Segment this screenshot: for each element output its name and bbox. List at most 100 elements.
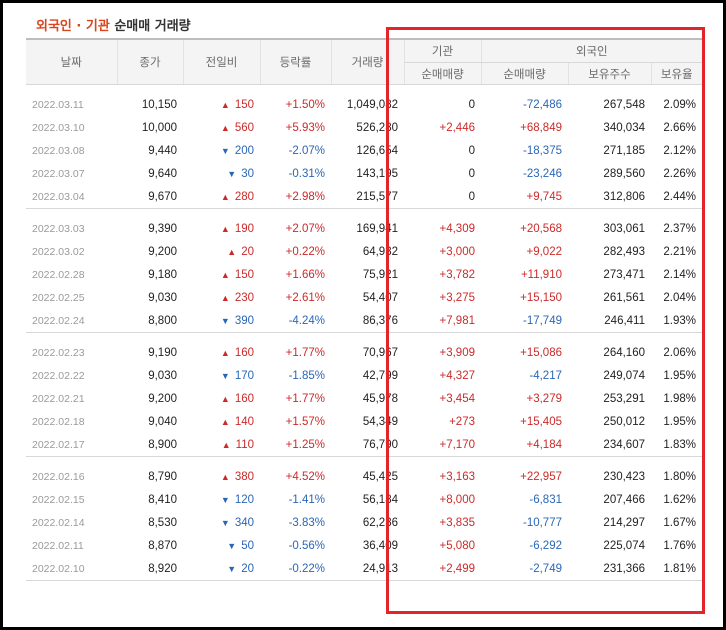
cell-institution-net: +3,909 <box>439 346 476 359</box>
cell-institution-net: +273 <box>449 415 475 428</box>
cell-change-value: 160 <box>234 392 254 405</box>
arrow-down-icon: ▼ <box>220 370 230 381</box>
cell-change: ▼ 390 <box>183 309 260 333</box>
table-row: 2022.02.25 9,030 ▲ 230 +2.61% 54,407 +3,275 +15… <box>26 286 702 309</box>
cell-foreign-ratio: 2.04% <box>663 291 696 304</box>
cell-change: ▼ 340 <box>183 511 260 534</box>
cell-foreign-ratio: 1.76% <box>663 539 696 552</box>
cell-volume: 56,184 <box>362 493 398 506</box>
arrow-up-icon: ▲ <box>220 99 230 110</box>
cell-change-value: 150 <box>234 98 254 111</box>
cell-date: 2022.03.02 <box>32 245 85 258</box>
table-row: 2022.02.16 8,790 ▲ 380 +4.52% 45,425 +3,163 +22… <box>26 465 702 488</box>
title-separator: · <box>71 19 86 34</box>
cell-change-value: 30 <box>241 167 254 180</box>
cell-change-value: 200 <box>234 144 254 157</box>
cell-rate: -0.56% <box>288 539 325 552</box>
cell-rate: +2.98% <box>285 190 325 203</box>
header-foreign-net: 순매매량 <box>480 62 568 85</box>
cell-foreign-shares: 273,471 <box>603 268 645 281</box>
header-institution-net: 순매매량 <box>403 62 481 85</box>
cell-rate: -4.24% <box>288 314 325 327</box>
table-row: 2022.02.17 8,900 ▲ 110 +1.25% 76,790 +7,170 +4,… <box>26 433 702 457</box>
cell-foreign-ratio: 1.93% <box>663 314 696 327</box>
cell-institution-net: +4,327 <box>439 369 476 382</box>
cell-foreign-net: +9,745 <box>526 190 563 203</box>
arrow-up-icon: ▲ <box>220 269 230 280</box>
cell-institution-net: +3,275 <box>439 291 476 304</box>
cell-institution-net: +3,454 <box>439 392 476 405</box>
cell-close: 9,040 <box>148 415 177 428</box>
cell-foreign-shares: 267,548 <box>603 98 645 111</box>
header-rate: 등락률 <box>259 38 331 85</box>
group-divider <box>26 456 702 457</box>
cell-foreign-shares: 303,061 <box>603 222 645 235</box>
cell-rate: +1.57% <box>285 415 325 428</box>
table-row: 2022.03.11 10,150 ▲ 150 +1.50% 1,049,082 0 -72,… <box>26 93 702 116</box>
cell-date: 2022.03.10 <box>32 121 85 134</box>
cell-foreign-ratio: 1.80% <box>663 470 696 483</box>
arrow-up-icon: ▲ <box>227 246 237 257</box>
cell-volume: 54,407 <box>362 291 398 304</box>
cell-change-value: 140 <box>234 415 254 428</box>
cell-foreign-net: -72,486 <box>522 98 562 111</box>
cell-date: 2022.02.22 <box>32 369 85 382</box>
cell-foreign-net: +15,086 <box>520 346 562 359</box>
trading-table: 날짜 종가 전일비 등락률 거래량 기관 외국인 순매매량 순매매량 보유주수 … <box>26 38 702 581</box>
cell-volume: 76,790 <box>362 438 398 451</box>
cell-institution-net: +5,080 <box>439 539 476 552</box>
cell-volume: 36,409 <box>362 539 398 552</box>
cell-institution-net: +3,163 <box>439 470 476 483</box>
cell-foreign-shares: 246,411 <box>604 314 645 327</box>
cell-close: 9,030 <box>148 369 177 382</box>
cell-close: 8,790 <box>148 470 177 483</box>
arrow-up-icon: ▲ <box>220 416 230 427</box>
cell-date: 2022.02.21 <box>32 392 85 405</box>
cell-change: ▼ 20 <box>183 557 260 581</box>
cell-close: 9,640 <box>148 167 177 180</box>
cell-rate: +5.93% <box>285 121 325 134</box>
cell-volume: 86,376 <box>362 314 398 327</box>
cell-change-value: 190 <box>234 222 254 235</box>
cell-close: 10,000 <box>141 121 177 134</box>
arrow-down-icon: ▼ <box>220 315 230 326</box>
cell-foreign-shares: 312,806 <box>603 190 645 203</box>
arrow-up-icon: ▲ <box>220 122 230 133</box>
cell-change: ▼ 200 <box>183 139 260 162</box>
cell-date: 2022.02.14 <box>32 516 85 529</box>
table-row: 2022.03.02 9,200 ▲ 20 +0.22% 64,932 +3,000 +9,0… <box>26 240 702 263</box>
cell-close: 8,410 <box>148 493 177 506</box>
header-foreign-shares: 보유주수 <box>567 62 651 85</box>
cell-change: ▲ 560 <box>183 116 260 139</box>
cell-foreign-shares: 289,560 <box>603 167 645 180</box>
group-divider <box>26 332 702 333</box>
arrow-down-icon: ▼ <box>220 517 230 528</box>
cell-date: 2022.02.18 <box>32 415 85 428</box>
cell-date: 2022.02.10 <box>32 562 85 575</box>
cell-foreign-ratio: 1.62% <box>663 493 696 506</box>
cell-volume: 45,978 <box>362 392 398 405</box>
cell-foreign-shares: 282,493 <box>603 245 645 258</box>
cell-date: 2022.02.23 <box>32 346 85 359</box>
cell-rate: -3.83% <box>288 516 325 529</box>
title-institution[interactable]: 기관 <box>85 19 110 34</box>
table-row: 2022.02.10 8,920 ▼ 20 -0.22% 24,913 +2,499 -2,7… <box>26 557 702 581</box>
cell-foreign-shares: 225,074 <box>603 539 645 552</box>
cell-rate: +2.07% <box>285 222 325 235</box>
cell-foreign-ratio: 2.12% <box>663 144 696 157</box>
cell-foreign-net: +68,849 <box>520 121 562 134</box>
cell-change-value: 230 <box>234 291 254 304</box>
cell-change-value: 120 <box>234 493 254 506</box>
cell-foreign-net: +11,910 <box>520 268 562 281</box>
cell-change: ▲ 380 <box>183 465 260 488</box>
table-row: 2022.02.23 9,190 ▲ 160 +1.77% 70,967 +3,909 +15… <box>26 341 702 364</box>
cell-volume: 215,577 <box>356 190 398 203</box>
title-foreign[interactable]: 외국인 <box>36 19 72 34</box>
cell-rate: +1.25% <box>285 438 325 451</box>
cell-foreign-net: -23,246 <box>522 167 562 180</box>
cell-volume: 1,049,082 <box>346 98 398 111</box>
arrow-down-icon: ▼ <box>227 168 237 179</box>
cell-foreign-net: -10,777 <box>522 516 562 529</box>
cell-foreign-ratio: 1.81% <box>663 562 696 575</box>
cell-institution-net: +2,499 <box>439 562 476 575</box>
